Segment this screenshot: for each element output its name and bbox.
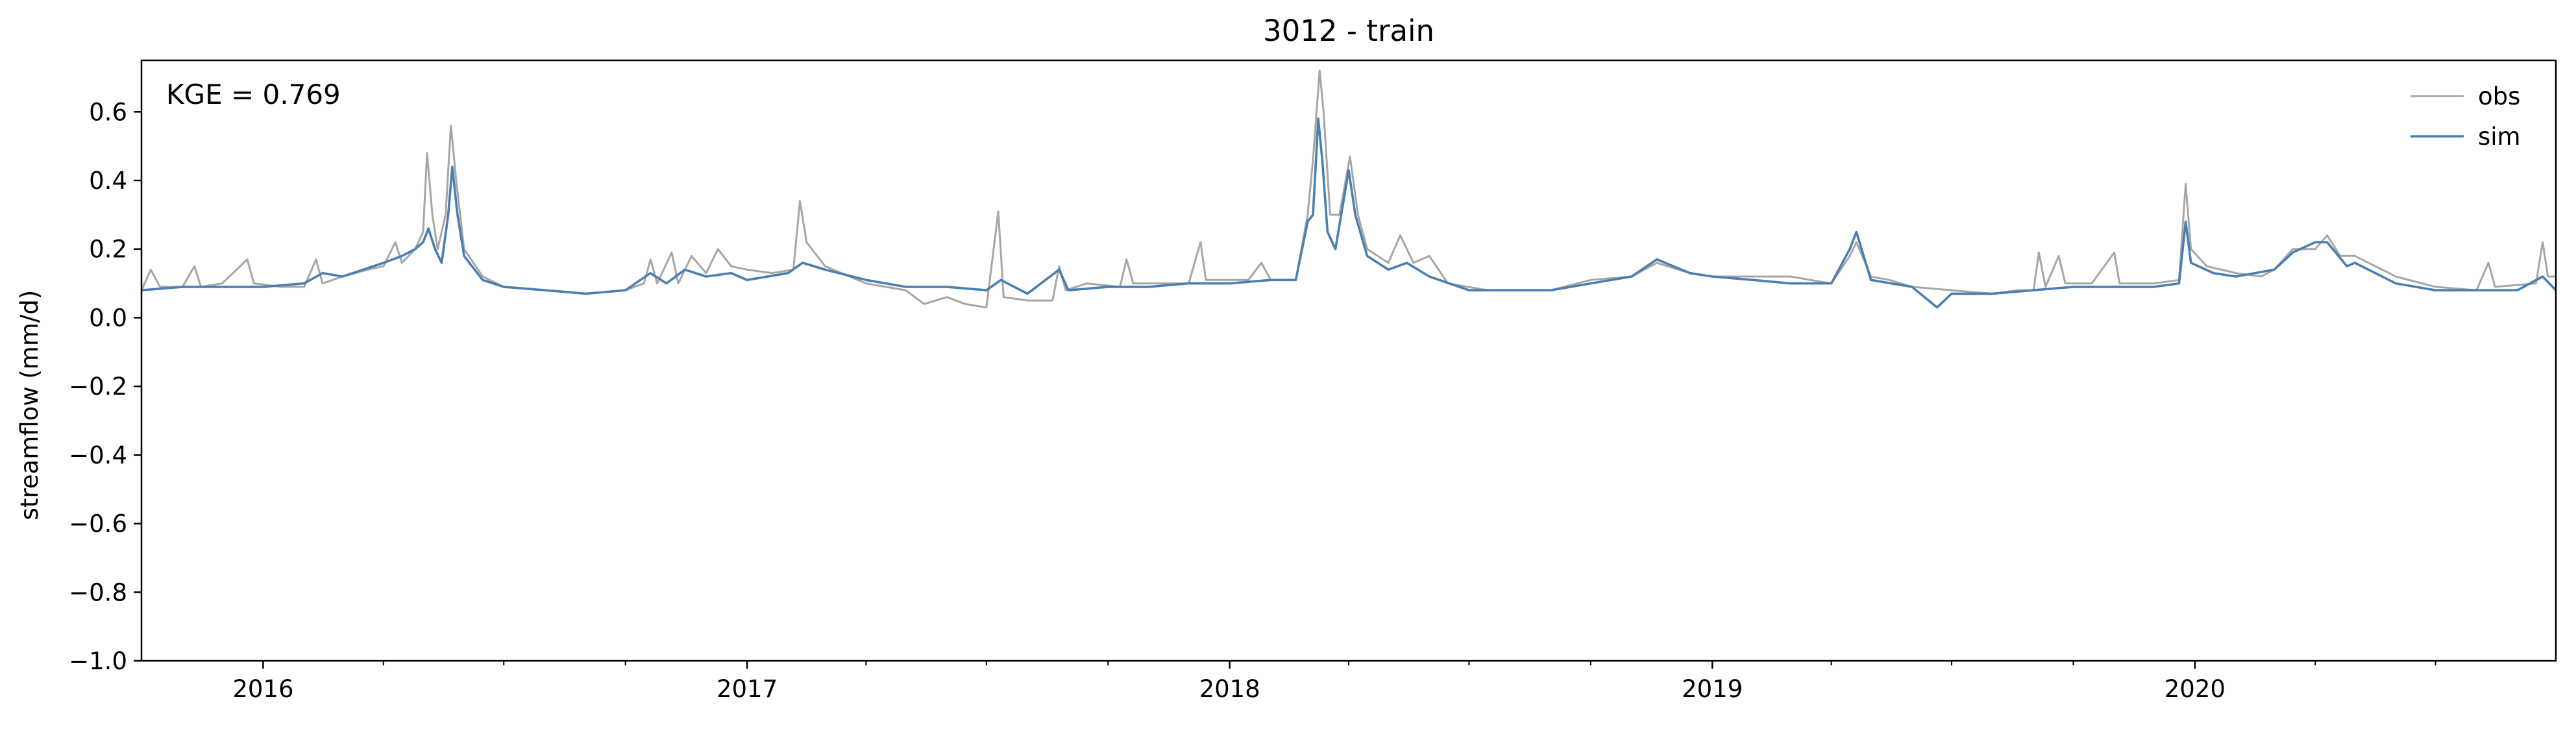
y-tick-label: 0.2 [89,236,127,264]
y-tick-label: 0.0 [89,304,127,332]
y-tick-label: 0.6 [89,98,127,126]
x-axis: 2016 2017 2018 2019 2020 [232,661,2436,703]
x-tick-label: 2018 [1199,675,1260,703]
x-tick-label: 2016 [232,675,293,703]
y-tick-label: −0.2 [69,373,127,401]
series-line-sim [141,117,2557,309]
y-tick-label: 0.4 [89,167,127,195]
legend-label-sim: sim [2478,123,2521,151]
plot-lines [140,69,2557,309]
y-tick-label: −0.4 [69,441,127,469]
series-line-obs [140,69,2556,309]
legend-label-obs: obs [2478,82,2520,110]
plot-frame [140,59,2557,662]
y-tick-label: −0.6 [69,510,127,538]
y-axis-label: streamflow (mm/d) [16,290,43,521]
chart-title: 3012 - train [1263,14,1434,48]
legend: obs sim [2410,82,2521,151]
x-tick-label: 2019 [1682,675,1743,703]
kge-annotation: KGE = 0.769 [166,79,341,110]
x-tick-label: 2020 [2165,675,2226,703]
y-axis: −1.0 −0.8 −0.6 −0.4 −0.2 0.0 0.2 0.4 0.6 [69,98,141,675]
x-tick-label: 2017 [717,675,778,703]
y-tick-label: −0.8 [69,578,127,606]
y-tick-label: −1.0 [69,647,127,675]
